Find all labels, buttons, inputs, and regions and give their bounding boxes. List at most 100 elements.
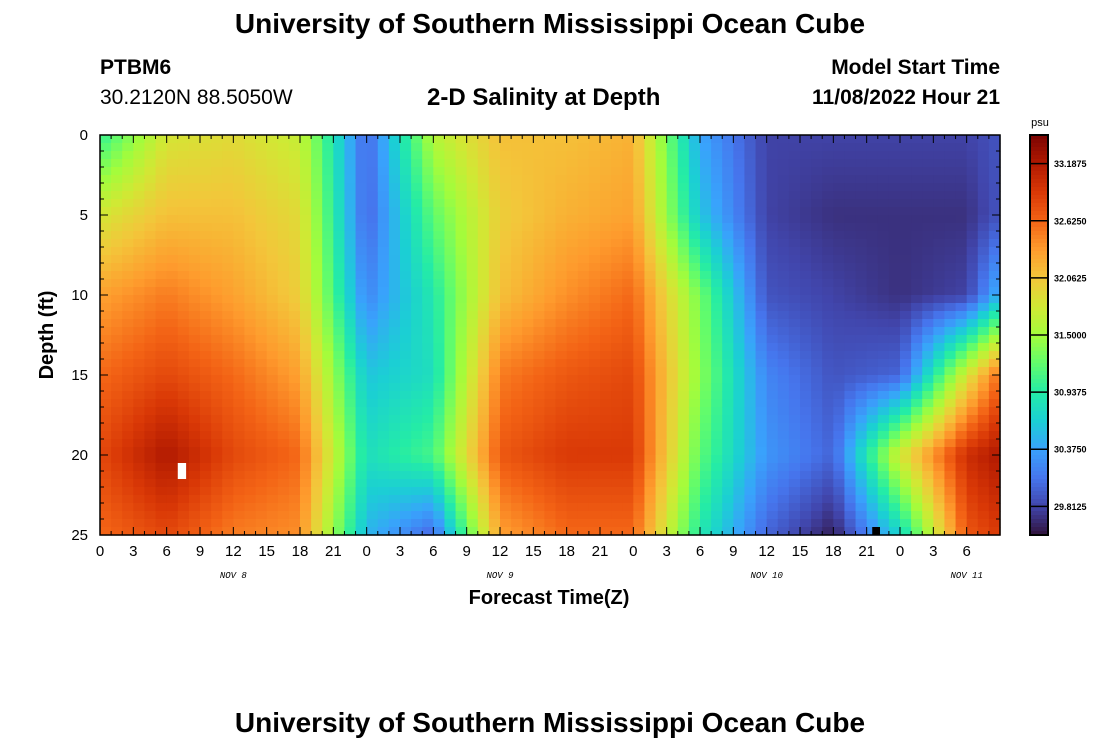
heatmap-cell (488, 303, 501, 312)
heatmap-cell (166, 199, 179, 208)
heatmap-cell (366, 359, 379, 368)
heatmap-cell (955, 327, 968, 336)
heatmap-cell (922, 247, 934, 256)
heatmap-cell (611, 135, 623, 144)
heatmap-cell (288, 527, 301, 536)
heatmap-cell (111, 423, 123, 432)
heatmap-cell (388, 439, 401, 448)
heatmap-cell (133, 263, 146, 272)
heatmap-cell (600, 431, 612, 440)
heatmap-cell (488, 231, 501, 240)
heatmap-cell (633, 471, 646, 480)
heatmap-cell (633, 287, 646, 296)
heatmap-cell (611, 439, 623, 448)
heatmap-cell (455, 135, 468, 144)
heatmap-cell (522, 503, 534, 512)
heatmap-cell (722, 215, 734, 224)
heatmap-cell (244, 383, 257, 392)
heatmap-cell (688, 463, 701, 472)
heatmap-cell (511, 327, 523, 336)
heatmap-cell (711, 407, 723, 416)
heatmap-cell (544, 463, 557, 472)
heatmap-cell (366, 471, 379, 480)
heatmap-cell (411, 431, 423, 440)
colorbar-strip (1030, 183, 1048, 188)
heatmap-cell (144, 423, 157, 432)
heatmap-cell (588, 311, 601, 320)
heatmap-cell (911, 327, 923, 336)
heatmap-cell (966, 247, 979, 256)
heatmap-cell (266, 415, 279, 424)
heatmap-cell (588, 375, 601, 384)
heatmap-cell (611, 463, 623, 472)
heatmap-cell (377, 159, 390, 168)
heatmap-cell (688, 495, 701, 504)
heatmap-cell (700, 303, 712, 312)
heatmap-cell (288, 295, 301, 304)
heatmap-cell (777, 367, 790, 376)
white-marker (177, 463, 187, 479)
heatmap-cell (588, 215, 601, 224)
heatmap-cell (777, 463, 790, 472)
heatmap-cell (577, 511, 590, 520)
heatmap-cell (333, 135, 346, 144)
heatmap-cell (677, 423, 690, 432)
heatmap-cell (822, 255, 834, 264)
heatmap-cell (377, 447, 390, 456)
heatmap-cell (577, 463, 590, 472)
heatmap-cell (622, 503, 634, 512)
heatmap-cell (477, 351, 490, 360)
heatmap-cell (522, 527, 534, 536)
heatmap-cell (400, 487, 412, 496)
heatmap-cell (144, 439, 157, 448)
heatmap-cell (133, 199, 146, 208)
heatmap-cell (455, 319, 468, 328)
heatmap-cell (833, 215, 846, 224)
heatmap-cell (666, 159, 679, 168)
heatmap-cell (444, 471, 457, 480)
heatmap-cell (244, 311, 257, 320)
heatmap-cell (700, 311, 712, 320)
heatmap-cell (944, 143, 957, 152)
heatmap-cell (533, 479, 546, 488)
heatmap-cell (866, 327, 879, 336)
x-tick-label: 21 (592, 543, 609, 560)
heatmap-cell (577, 359, 590, 368)
heatmap-cell (622, 215, 634, 224)
heatmap-cell (200, 303, 212, 312)
heatmap-cell (688, 455, 701, 464)
heatmap-cell (600, 375, 612, 384)
heatmap-cell (633, 247, 646, 256)
heatmap-cell (644, 351, 657, 360)
heatmap-cell (533, 183, 546, 192)
heatmap-cell (755, 303, 768, 312)
heatmap-cell (622, 383, 634, 392)
heatmap-cell (111, 375, 123, 384)
heatmap-cell (877, 287, 890, 296)
heatmap-cell (188, 239, 201, 248)
heatmap-cell (966, 135, 979, 144)
heatmap-cell (344, 383, 357, 392)
heatmap-cell (955, 519, 968, 528)
heatmap-cell (177, 519, 190, 528)
heatmap-cell (688, 319, 701, 328)
heatmap-cell (622, 207, 634, 216)
heatmap-cell (944, 367, 957, 376)
heatmap-cell (244, 351, 257, 360)
heatmap-cell (266, 279, 279, 288)
heatmap-cell (955, 351, 968, 360)
heatmap-cell (377, 439, 390, 448)
heatmap-cell (722, 303, 734, 312)
heatmap-cell (900, 439, 912, 448)
heatmap-cell (766, 183, 779, 192)
heatmap-cell (711, 135, 723, 144)
heatmap-cell (900, 391, 912, 400)
heatmap-cell (333, 495, 346, 504)
heatmap-cell (577, 351, 590, 360)
heatmap-cell (344, 151, 357, 160)
heatmap-cell (388, 519, 401, 528)
heatmap-cell (300, 295, 312, 304)
heatmap-cell (100, 487, 112, 496)
heatmap-cell (844, 319, 857, 328)
heatmap-cell (766, 279, 779, 288)
